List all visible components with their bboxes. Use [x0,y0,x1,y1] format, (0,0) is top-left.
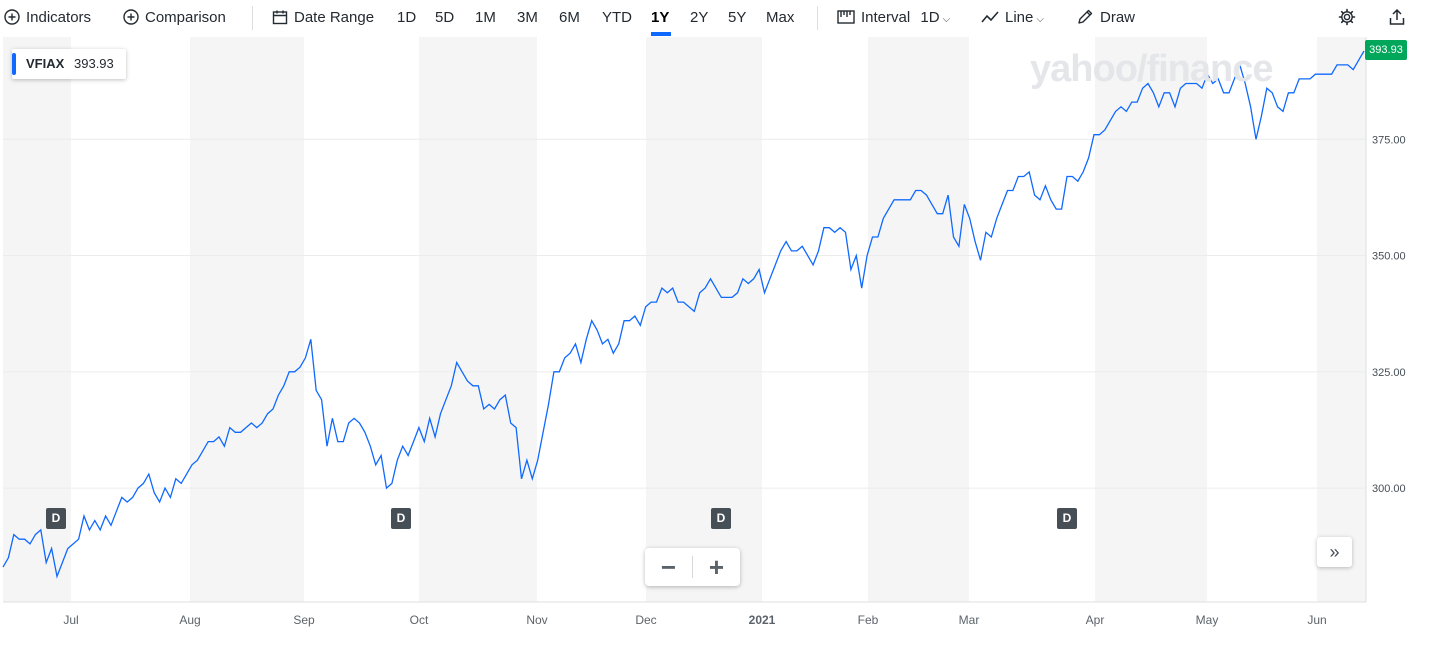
interval-button[interactable]: Interval 1D ⌵ [837,8,950,28]
settings-button[interactable] [1338,8,1362,28]
interval-value: 1D [920,9,939,26]
legend-symbol: VFIAX [26,49,64,79]
comparison-label: Comparison [145,9,226,26]
dividend-marker[interactable]: D [711,508,731,529]
x-tick-label: Oct [410,613,429,627]
y-tick-label: 350.00 [1372,251,1406,263]
ruler-icon [837,9,855,25]
x-tick-label: Feb [858,613,879,627]
draw-button[interactable]: Draw [1077,8,1135,28]
range-ytd[interactable]: YTD [602,8,632,28]
symbol-legend[interactable]: VFIAX 393.93 [12,49,126,79]
chevron-down-icon: ⌵ [1036,14,1044,25]
range-2y[interactable]: 2Y [690,8,708,28]
x-tick-label: Dec [635,613,656,627]
month-band [1317,37,1366,602]
x-tick-label: 2021 [749,613,776,627]
month-band [190,37,304,602]
comparison-button[interactable]: Comparison [123,8,226,28]
chart-type-button[interactable]: Line ⌵ [981,8,1044,28]
scroll-to-latest-button[interactable]: » [1317,537,1352,567]
interval-label: Interval [861,9,910,26]
toolbar-divider [252,6,253,30]
plus-circle-icon [123,9,139,25]
month-band [646,37,762,602]
chart-type-label: Line [1005,9,1033,26]
y-tick-label: 300.00 [1372,483,1406,495]
dividend-marker[interactable]: D [1057,508,1077,529]
indicators-button[interactable]: Indicators [4,8,91,28]
legend-value: 393.93 [74,49,114,79]
toolbar-divider [817,6,818,30]
last-price-tag: 393.93 [1365,40,1407,60]
chart-toolbar: Indicators Comparison Date Range 1D 5D 1… [0,0,1429,37]
share-button[interactable] [1388,8,1412,28]
month-band [1095,37,1207,602]
range-6m[interactable]: 6M [559,8,580,28]
indicators-label: Indicators [26,9,91,26]
legend-color-bar [12,53,16,75]
y-tick-label: 375.00 [1372,134,1406,146]
x-tick-label: Mar [959,613,980,627]
draw-label: Draw [1100,9,1135,26]
line-chart-icon [981,9,999,25]
x-tick-label: Jun [1307,613,1326,627]
calendar-icon [272,9,288,25]
plus-circle-icon [4,9,20,25]
range-5d[interactable]: 5D [435,8,454,28]
chevron-down-icon: ⌵ [943,14,951,25]
date-range-label: Date Range [294,9,374,26]
range-max[interactable]: Max [766,8,794,28]
x-tick-label: Nov [526,613,547,627]
yahoo-finance-watermark: yahoo/finance [1030,48,1273,91]
x-tick-label: Aug [179,613,200,627]
dividend-marker[interactable]: D [391,508,411,529]
range-5y[interactable]: 5Y [728,8,746,28]
range-1m[interactable]: 1M [475,8,496,28]
month-band [868,37,969,602]
x-tick-label: May [1196,613,1219,627]
zoom-controls: − + [645,548,740,586]
pencil-icon [1077,9,1094,25]
zoom-out-button[interactable]: − [645,548,692,586]
date-range-button[interactable]: Date Range [272,8,374,28]
x-tick-label: Sep [293,613,315,627]
dividend-marker[interactable]: D [46,508,66,529]
range-1d[interactable]: 1D [397,8,416,28]
share-icon [1388,8,1406,26]
zoom-in-button[interactable]: + [693,548,740,586]
x-tick-label: Jul [63,613,78,627]
range-1y[interactable]: 1Y [651,8,669,28]
gear-icon [1338,8,1356,26]
month-band [419,37,537,602]
x-tick-label: Apr [1086,613,1105,627]
y-tick-label: 325.00 [1372,367,1406,379]
selected-range-indicator [651,32,671,36]
range-3m[interactable]: 3M [517,8,538,28]
